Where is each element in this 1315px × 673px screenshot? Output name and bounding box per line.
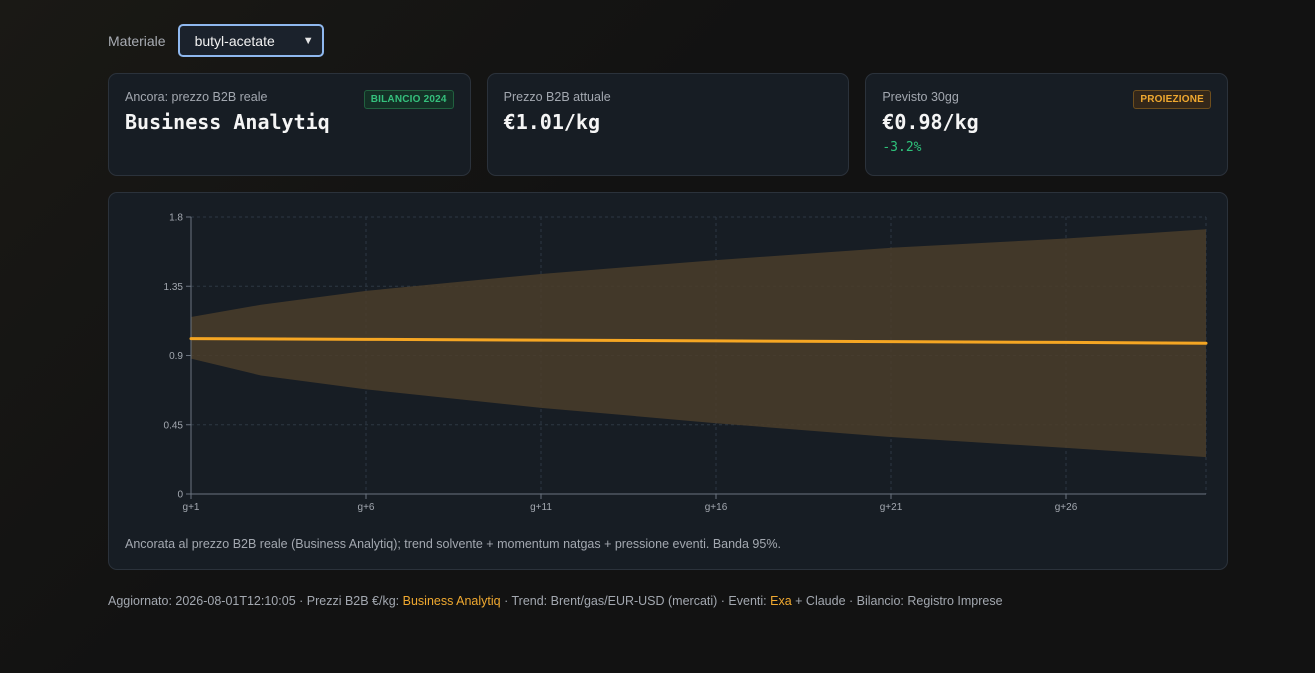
x-tick-label: g+1 bbox=[183, 502, 200, 513]
footer: Aggiornato: 2026-08-01T12:10:05 · Prezzi… bbox=[108, 594, 1228, 608]
anchor-card: Ancora: prezzo B2B reale Business Analyt… bbox=[108, 73, 471, 176]
chart-caption: Ancorata al prezzo B2B reale (Business A… bbox=[125, 537, 781, 551]
footer-events-link[interactable]: Exa bbox=[770, 594, 792, 608]
forecast-label: Previsto 30gg bbox=[882, 90, 959, 104]
forecast-value: €0.98/kg bbox=[882, 110, 979, 134]
summary-cards: Ancora: prezzo B2B reale Business Analyt… bbox=[108, 73, 1229, 176]
y-tick-label: 1.35 bbox=[164, 282, 184, 293]
y-tick-label: 0.9 bbox=[169, 351, 183, 362]
anchor-card-value: Business Analytiq bbox=[125, 110, 330, 134]
x-tick-label: g+6 bbox=[358, 502, 375, 513]
x-tick-label: g+26 bbox=[1055, 502, 1078, 513]
y-tick-label: 0 bbox=[177, 490, 183, 501]
dashboard: Materiale butyl-acetate ▼ Ancora: prezzo… bbox=[108, 24, 1229, 608]
status-badge: BILANCIO 2024 bbox=[363, 90, 454, 109]
footer-mid: · Trend: Brent/gas/EUR-USD (mercati) · E… bbox=[500, 594, 771, 608]
material-select[interactable]: butyl-acetate ▼ bbox=[177, 24, 324, 57]
current-price-value: €1.01/kg bbox=[503, 110, 600, 134]
forecast-chart-card: 0 0.45 0.9 1.35 1.8 g+1 g+6 g+11 g+16 g+21 g+26 An… bbox=[108, 192, 1228, 570]
footer-source-link[interactable]: Business Analytiq bbox=[402, 594, 501, 608]
projection-badge: PROIEZIONE bbox=[1133, 90, 1212, 109]
forecast-line bbox=[189, 337, 1208, 345]
material-selector-row: Materiale butyl-acetate ▼ bbox=[108, 24, 1228, 57]
current-price-card: Prezzo B2B attuale €1.01/kg bbox=[486, 73, 850, 176]
material-select-value: butyl-acetate bbox=[194, 32, 275, 49]
forecast-card: Previsto 30gg €0.98/kg -3.2% PROIEZIONE bbox=[865, 73, 1229, 176]
y-tick-label: 0.45 bbox=[164, 420, 184, 431]
anchor-card-label: Ancora: prezzo B2B reale bbox=[125, 90, 268, 104]
x-tick-label: g+21 bbox=[880, 502, 903, 513]
footer-prefix: Aggiornato: 2026-08-01T12:10:05 · Prezzi… bbox=[108, 594, 403, 608]
forecast-change: -3.2% bbox=[882, 140, 922, 155]
x-tick-label: g+16 bbox=[705, 502, 728, 513]
y-tick-label: 1.8 bbox=[169, 213, 183, 224]
forecast-chart: 0 0.45 0.9 1.35 1.8 g+1 g+6 g+11 g+16 g+21 g+26 bbox=[164, 213, 1208, 513]
chevron-down-icon: ▼ bbox=[302, 34, 314, 47]
x-tick-label: g+11 bbox=[530, 502, 552, 513]
confidence-band bbox=[191, 229, 1206, 458]
material-label: Materiale bbox=[108, 32, 166, 49]
current-price-label: Prezzo B2B attuale bbox=[503, 90, 611, 104]
footer-suffix: + Claude · Bilancio: Registro Imprese bbox=[791, 594, 1003, 608]
